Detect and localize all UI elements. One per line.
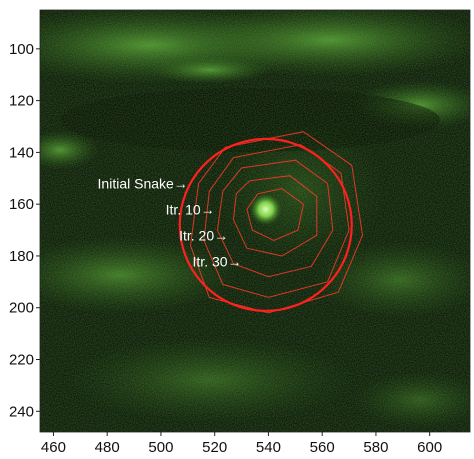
y-tick-label: 100	[9, 41, 34, 58]
y-tick-label: 160	[9, 196, 34, 213]
y-tick-label: 200	[9, 300, 34, 317]
x-tick-label: 480	[95, 439, 120, 456]
x-tick-label: 460	[41, 439, 66, 456]
snake-contour-2	[232, 175, 318, 257]
x-tick-label: 600	[417, 439, 442, 456]
annotation-label-4: Itr. 30→	[193, 253, 242, 269]
x-tick-label: 580	[363, 439, 388, 456]
y-tick-label: 220	[9, 352, 34, 369]
y-tick-label: 120	[9, 93, 34, 110]
snake-contour-1	[246, 188, 304, 241]
x-tick-label: 540	[256, 439, 281, 456]
bright-core	[249, 193, 282, 226]
annotation-label-1: Initial Snake→	[98, 176, 188, 192]
plot-image	[40, 10, 470, 432]
x-tick-label: 500	[148, 439, 173, 456]
plot-frame	[39, 9, 471, 433]
x-axis: 460 480 500 520 540 560 580 600	[41, 432, 442, 456]
snake-contour-3	[216, 159, 334, 278]
x-tick-label: 520	[202, 439, 227, 456]
annotation-label-2: Itr. 10→	[166, 202, 215, 218]
y-tick-label: 140	[9, 144, 34, 161]
initial-snake-circle	[178, 137, 353, 312]
x-tick-label: 560	[310, 439, 335, 456]
annotation-label-3: Itr. 20→	[179, 227, 228, 243]
annotations: Initial Snake→ Itr. 10→ Itr. 20→ Itr. 30→	[98, 176, 242, 270]
y-axis: 100 120 140 160 180 200 220 240	[9, 41, 40, 420]
y-tick-label: 180	[9, 248, 34, 265]
y-tick-label: 240	[9, 403, 34, 420]
